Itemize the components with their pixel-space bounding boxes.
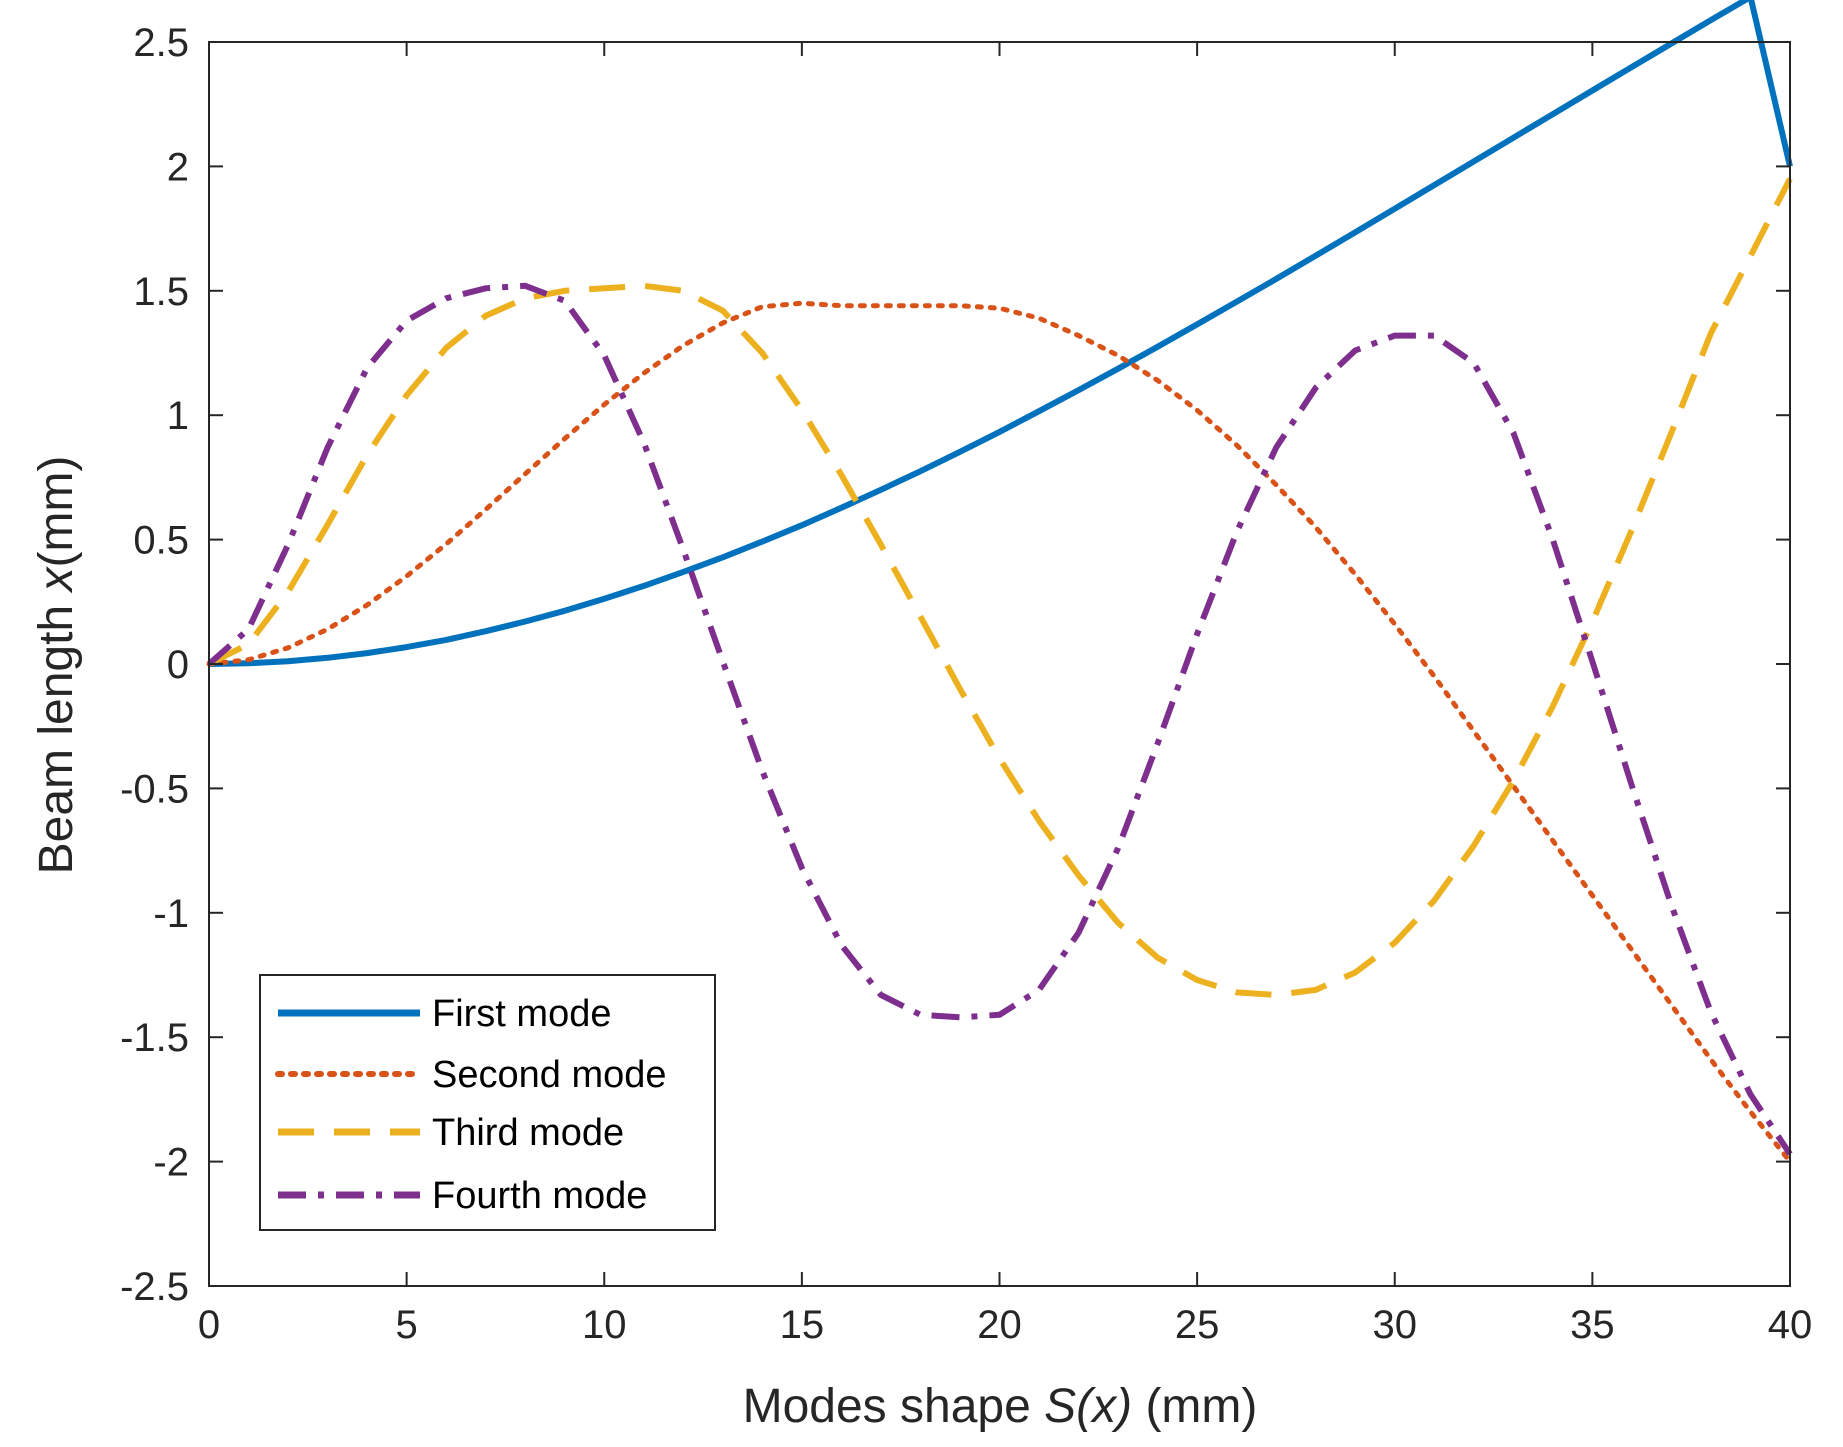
y-tick-label: -0.5 — [120, 767, 189, 811]
y-tick-label: 2 — [167, 145, 189, 189]
y-tick-label: 0 — [167, 643, 189, 687]
x-axis-title: Modes shape S(x) (mm) — [743, 1380, 1258, 1433]
legend-label-4: Fourth mode — [432, 1175, 647, 1217]
legend-box — [259, 974, 716, 1231]
y-axis-title: Beam length x(mm) — [30, 456, 83, 875]
y-tick-label: 2.5 — [133, 21, 189, 65]
legend-label-1: First mode — [432, 993, 611, 1035]
x-tick-label: 35 — [1570, 1303, 1615, 1347]
ticks: 0 5 10 15 20 25 30 35 40 2.5 2 1.5 1 0.5 0 -0.5 -1 -1.5 -2… — [120, 21, 1812, 1347]
x-tick-label: 0 — [198, 1303, 220, 1347]
y-tick-label: -2 — [153, 1141, 189, 1185]
y-tick-label: 1.5 — [133, 270, 189, 314]
x-tick-label: 5 — [396, 1303, 418, 1347]
series-line-4 — [207, 282, 1793, 1156]
y-tick-label: 0.5 — [133, 519, 189, 563]
series-lines — [206, 0, 1793, 1165]
x-tick-label: 10 — [582, 1303, 627, 1347]
y-tick-label: -2.5 — [120, 1265, 189, 1309]
y-tick-label: -1 — [153, 892, 189, 936]
legend-label-2: Second mode — [432, 1054, 667, 1096]
series-line-3 — [207, 177, 1793, 998]
legend-label-3: Third mode — [432, 1112, 624, 1154]
legend: First mode Second mode Third mode Fourth mo… — [259, 974, 716, 1231]
y-tick-label: -1.5 — [120, 1016, 189, 1060]
series-line-1 — [208, 0, 1793, 667]
x-tick-label: 20 — [977, 1303, 1022, 1347]
x-tick-label: 25 — [1175, 1303, 1220, 1347]
x-tick-label: 40 — [1768, 1303, 1813, 1347]
y-tick-label: 1 — [167, 394, 189, 438]
x-tick-label: 15 — [780, 1303, 825, 1347]
x-tick-label: 30 — [1373, 1303, 1418, 1347]
